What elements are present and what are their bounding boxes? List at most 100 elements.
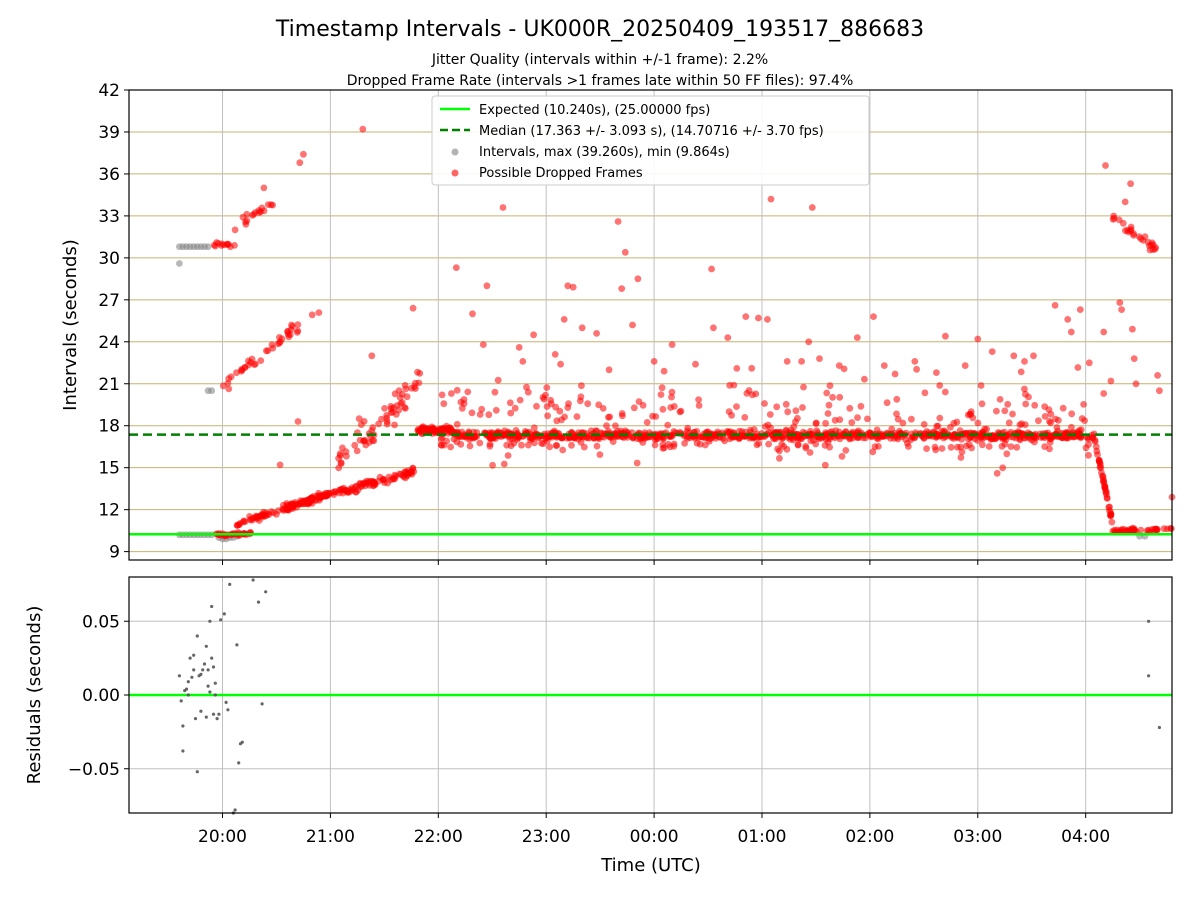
dropped-frame-point xyxy=(267,201,275,209)
dropped-frame-point xyxy=(659,435,667,443)
residual-point xyxy=(211,665,216,669)
dropped-frame-point xyxy=(800,383,807,391)
dropped-frame-point xyxy=(557,360,564,368)
dropped-frame-point xyxy=(236,520,244,527)
dropped-frame-point xyxy=(650,358,658,365)
dropped-frame-point xyxy=(1085,435,1093,443)
dropped-frame-point xyxy=(1022,390,1029,398)
dropped-frame-point xyxy=(524,441,532,449)
dropped-frame-point xyxy=(894,415,902,423)
dropped-frame-point xyxy=(821,461,829,469)
dropped-frame-point xyxy=(799,404,806,411)
dropped-frame-point xyxy=(999,464,1007,472)
dropped-frame-point xyxy=(993,469,1001,477)
dropped-frame-point xyxy=(774,445,781,453)
residual-point xyxy=(1147,619,1151,623)
dropped-frame-point xyxy=(369,424,377,431)
residual-point xyxy=(190,675,194,679)
dropped-frame-point xyxy=(792,407,800,415)
intervals-y-tick-label: 21 xyxy=(98,375,120,395)
dropped-frame-point xyxy=(1068,410,1076,418)
residuals-x-tick-label: 22:00 xyxy=(414,827,463,847)
residual-point xyxy=(217,712,221,716)
dropped-frame-point xyxy=(506,399,514,407)
dropped-frame-point xyxy=(453,386,461,394)
residuals-y-label: Residuals (seconds) xyxy=(24,606,45,785)
residual-point xyxy=(206,684,210,688)
dropped-frame-point xyxy=(585,432,593,440)
dropped-frame-point xyxy=(920,434,928,442)
dropped-frame-point xyxy=(978,400,986,408)
dropped-frame-point xyxy=(580,443,588,451)
dropped-frame-point xyxy=(985,443,993,450)
dropped-frame-point xyxy=(395,406,403,414)
dropped-frame-point xyxy=(248,355,256,363)
dropped-frame-point xyxy=(255,207,263,214)
intervals-marks xyxy=(129,125,1176,543)
dropped-frame-point xyxy=(485,411,493,419)
dropped-frame-point xyxy=(1094,451,1101,458)
dropped-frame-point xyxy=(931,443,939,451)
dropped-frame-point xyxy=(621,248,629,256)
dropped-frame-point xyxy=(668,393,675,401)
dropped-frame-point xyxy=(773,403,781,411)
dropped-frame-point xyxy=(1127,223,1135,231)
dropped-frame-point xyxy=(578,382,585,390)
dropped-frame-point xyxy=(293,328,301,336)
dropped-frame-point xyxy=(612,422,619,430)
dropped-frame-point xyxy=(826,443,833,451)
residual-point xyxy=(201,668,205,672)
dropped-frame-point xyxy=(578,324,586,332)
dropped-frame-point xyxy=(738,428,746,435)
dropped-frame-point xyxy=(339,489,347,497)
dropped-frame-point xyxy=(225,375,233,383)
dropped-frame-point xyxy=(1132,380,1140,388)
dropped-frame-point xyxy=(1100,328,1108,336)
dropped-frame-point xyxy=(969,414,977,422)
dropped-frame-point xyxy=(1019,430,1027,438)
dropped-frame-point xyxy=(634,275,642,283)
dropped-frame-point xyxy=(668,341,676,348)
residual-point xyxy=(192,653,196,657)
dropped-frame-point xyxy=(587,427,595,435)
dropped-frame-point xyxy=(551,351,559,358)
dropped-frame-point xyxy=(483,282,491,290)
dropped-frame-point xyxy=(403,393,411,401)
dropped-frame-point xyxy=(469,310,476,318)
dropped-frame-point xyxy=(314,492,321,500)
dropped-frame-point xyxy=(486,440,494,448)
dropped-frame-point xyxy=(767,195,775,203)
dropped-frame-point xyxy=(630,404,638,412)
chart-subtitle-jitter: Jitter Quality (intervals within +/-1 fr… xyxy=(431,52,768,68)
dropped-frame-point xyxy=(1151,527,1159,535)
dropped-frame-point xyxy=(547,400,555,408)
interval-point xyxy=(208,387,216,395)
intervals-y-tick-label: 30 xyxy=(98,249,120,269)
dropped-frame-point xyxy=(1031,438,1038,446)
dropped-frame-point xyxy=(957,454,965,461)
dropped-frame-point xyxy=(478,405,486,413)
dropped-frame-point xyxy=(838,453,846,460)
dropped-frame-point xyxy=(1051,302,1059,309)
dropped-frame-point xyxy=(383,412,390,419)
dropped-frame-point xyxy=(1130,355,1138,362)
intervals-y-tick-label: 39 xyxy=(98,123,120,143)
dropped-frame-point xyxy=(999,435,1006,443)
dropped-frame-point xyxy=(294,321,302,328)
intervals-y-tick-label: 9 xyxy=(109,543,120,563)
dropped-frame-point xyxy=(530,331,537,339)
dropped-frame-point xyxy=(1022,400,1030,408)
residual-point xyxy=(181,724,185,728)
residual-point xyxy=(222,612,226,616)
residual-point xyxy=(240,740,244,744)
residual-point xyxy=(199,672,203,677)
legend-intervals-label: Intervals, max (39.260s), min (9.864s) xyxy=(479,145,730,160)
dropped-frame-point xyxy=(1125,228,1132,236)
dropped-frame-point xyxy=(238,365,246,373)
dropped-frame-point xyxy=(1001,407,1009,415)
legend-intervals-swatch xyxy=(451,148,459,156)
dropped-frame-point xyxy=(940,427,948,435)
dropped-frame-point xyxy=(300,150,307,158)
dropped-frame-point xyxy=(657,391,665,398)
intervals-y-tick-label: 33 xyxy=(98,207,120,227)
